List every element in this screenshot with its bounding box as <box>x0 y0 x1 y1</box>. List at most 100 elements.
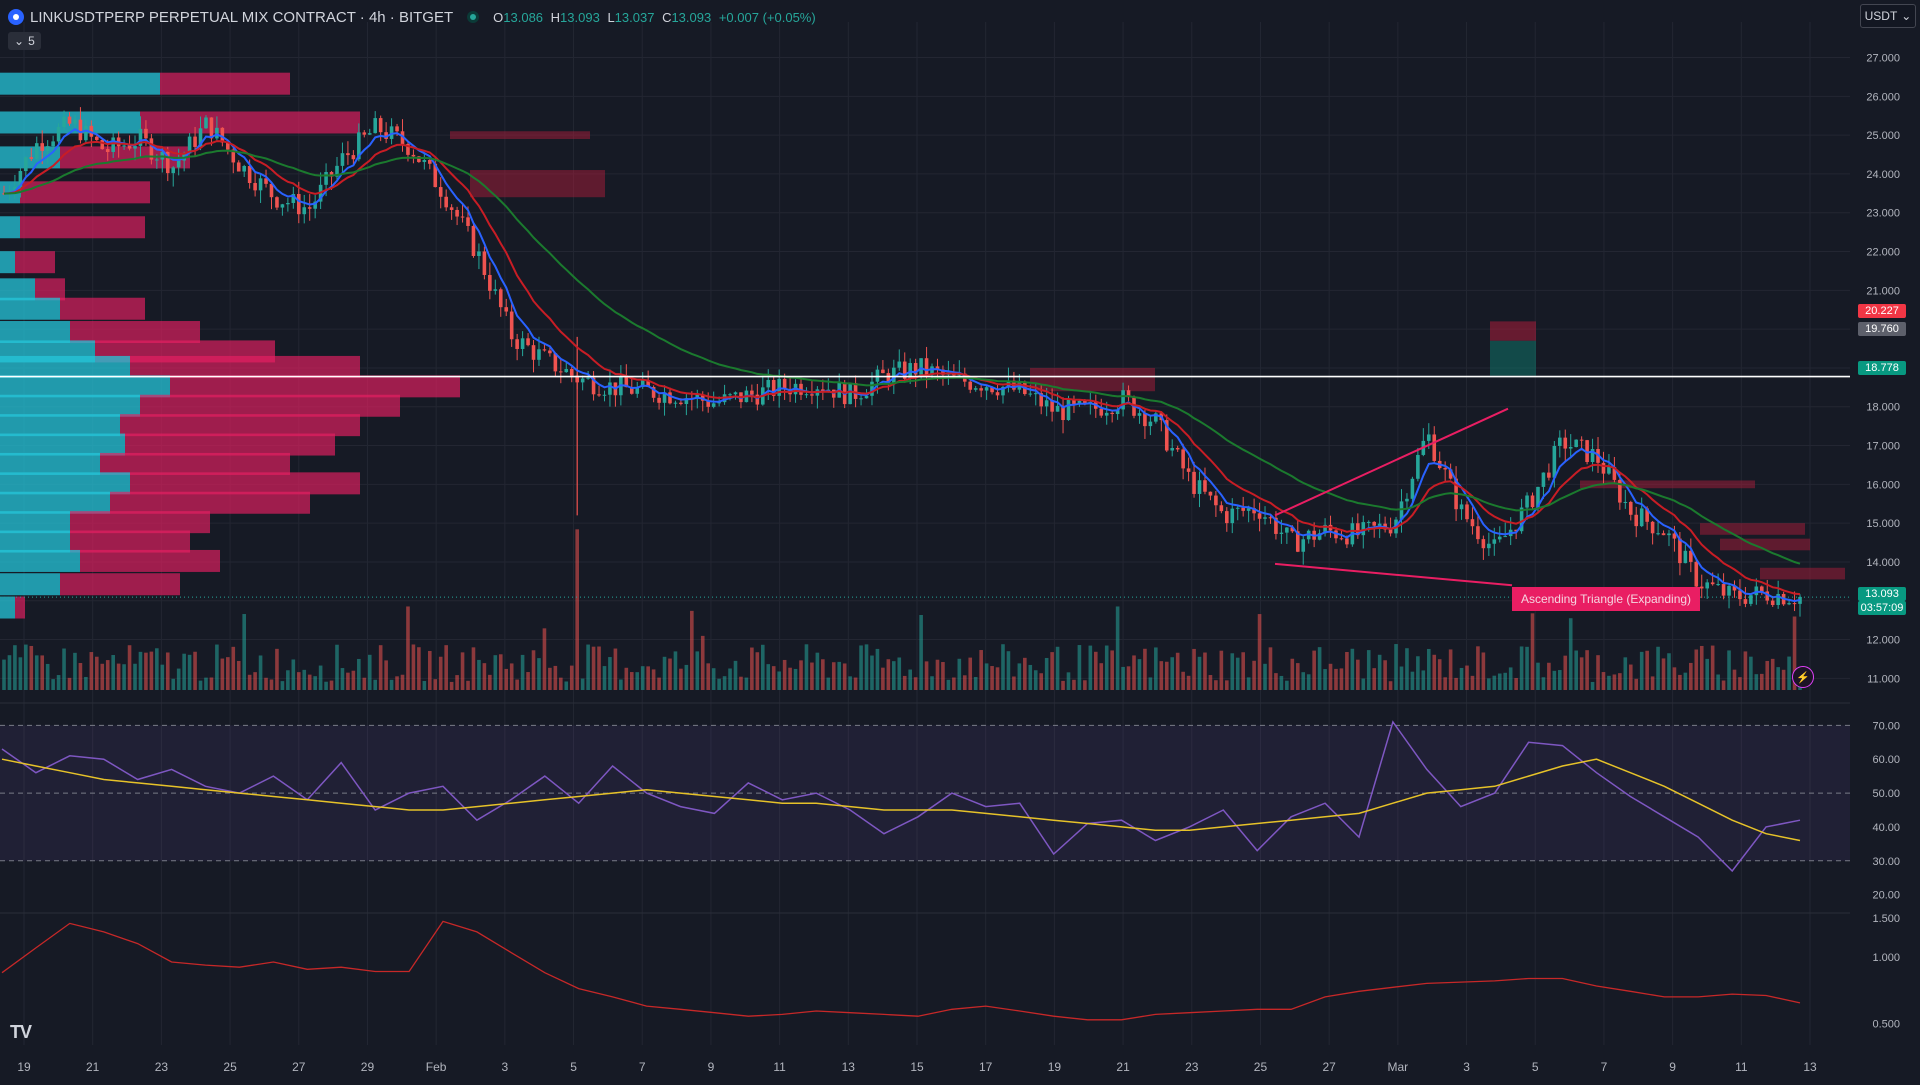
volume-bar <box>1405 648 1409 690</box>
axis-tick-label: 21.000 <box>1866 285 1900 297</box>
volume-profile-sell <box>100 452 290 475</box>
candle-body <box>1497 536 1502 540</box>
candle-body <box>1585 440 1589 463</box>
volume-bar <box>897 657 902 690</box>
volume-bar <box>1104 645 1109 690</box>
time-axis[interactable]: 19 21 23 25 27 29 Feb 3 5 7 9 11 13 15 17 19 21 23 25 27 Mar… <box>17 1060 1817 1074</box>
volume-profile-buy <box>0 251 15 274</box>
close-value: 13.093 <box>671 9 712 25</box>
symbol-logo-icon[interactable] <box>8 9 24 25</box>
candle-body <box>897 361 902 368</box>
volume-bar <box>24 644 28 690</box>
axis-tick-label: 70.00 <box>1872 720 1900 732</box>
candle-body <box>29 157 34 159</box>
volume-profile-sell <box>140 111 360 134</box>
volume-bar <box>1585 650 1589 690</box>
volume-bar <box>242 614 246 690</box>
triangle-lower-line <box>1274 562 1513 587</box>
indicators-toggle-button[interactable]: ⌄ 5 <box>8 32 41 50</box>
flash-icon[interactable]: ⚡ <box>1792 666 1814 688</box>
symbol-title[interactable]: LINKUSDTPERP PERPETUAL MIX CONTRACT · 4h… <box>30 8 454 26</box>
volume-bar <box>1257 614 1262 690</box>
volume-bar <box>722 676 727 690</box>
volume-profile-buy <box>0 530 70 553</box>
axis-tick-label: 15.000 <box>1866 518 1900 530</box>
candle-body <box>597 394 601 396</box>
tradingview-logo-icon[interactable]: TV <box>10 1022 32 1042</box>
volume-bar <box>586 644 590 690</box>
chevron-down-icon: ⌄ <box>14 34 25 48</box>
candle-body <box>1759 586 1764 592</box>
candle-body <box>941 369 945 375</box>
candle-body <box>1061 405 1065 421</box>
volume-bar <box>1110 650 1114 690</box>
volume-bar <box>608 657 612 690</box>
volume-bar <box>1175 652 1180 690</box>
candle-body <box>62 116 66 128</box>
candle-body <box>73 119 77 124</box>
candle-body <box>444 196 448 208</box>
volume-bar <box>1481 652 1486 690</box>
supply-zones <box>450 131 1845 580</box>
candle-body <box>357 132 361 160</box>
candle-body <box>1044 400 1049 407</box>
candle-body <box>460 216 465 218</box>
candle-body <box>1765 591 1770 601</box>
candle-body <box>881 369 885 374</box>
chart-drawings[interactable] <box>0 375 1850 598</box>
volume-bar <box>902 675 907 690</box>
candle-body <box>1514 529 1518 532</box>
volume-profile-buy <box>0 511 70 534</box>
axis-tick-label: 17.000 <box>1866 441 1900 453</box>
candle-body <box>559 371 563 373</box>
volume-bar <box>324 681 328 690</box>
candle-body <box>1154 413 1158 422</box>
volume-bar <box>793 668 798 690</box>
volume-bar <box>455 675 459 690</box>
candle-body <box>1776 593 1780 606</box>
candle-body <box>1317 533 1322 540</box>
volume-bar <box>1083 680 1087 690</box>
volume-bar <box>275 648 279 690</box>
volume-bar <box>881 667 885 690</box>
candle-body <box>1225 511 1229 524</box>
candle-body <box>520 338 525 349</box>
volume-bar <box>1618 673 1622 690</box>
volume-bar <box>995 667 1000 690</box>
candle-body <box>782 378 787 390</box>
candle-body <box>1623 501 1628 503</box>
volume-bar <box>690 610 694 690</box>
volume-bar <box>45 663 50 690</box>
volume-bar <box>1579 657 1584 690</box>
volume-bar <box>395 676 399 690</box>
volume-bar <box>1716 674 1720 690</box>
candle-body <box>1410 478 1415 499</box>
volume-profile-buy <box>0 321 70 344</box>
candle-body <box>1770 600 1775 606</box>
volume-bar <box>1126 666 1131 690</box>
volume-bar <box>1388 681 1393 690</box>
candle-body <box>291 194 296 204</box>
axis-tick-label: 27.000 <box>1866 53 1900 65</box>
volume-bar <box>597 646 601 690</box>
volume-bar <box>640 666 645 690</box>
time-tick-label: 27 <box>1322 1060 1336 1074</box>
candle-body <box>13 186 17 192</box>
pattern-label[interactable]: Ascending Triangle (Expanding) <box>1512 587 1700 611</box>
volume-bar <box>1759 673 1764 690</box>
volume-bar <box>1361 678 1366 690</box>
axis-tick-label: 50.00 <box>1872 788 1900 800</box>
volume-bar <box>1563 655 1568 690</box>
volume-bar <box>67 677 72 690</box>
axis-tick-label: 0.500 <box>1872 1019 1900 1031</box>
volume-bar <box>1334 668 1338 690</box>
candle-body <box>1050 400 1054 412</box>
volume-bar <box>1225 680 1229 690</box>
volume-bar <box>389 679 394 690</box>
volume-bar <box>1465 665 1469 690</box>
volume-bar <box>919 614 923 690</box>
currency-select[interactable]: USDT ⌄ <box>1860 4 1916 28</box>
volume-bar <box>973 677 978 690</box>
